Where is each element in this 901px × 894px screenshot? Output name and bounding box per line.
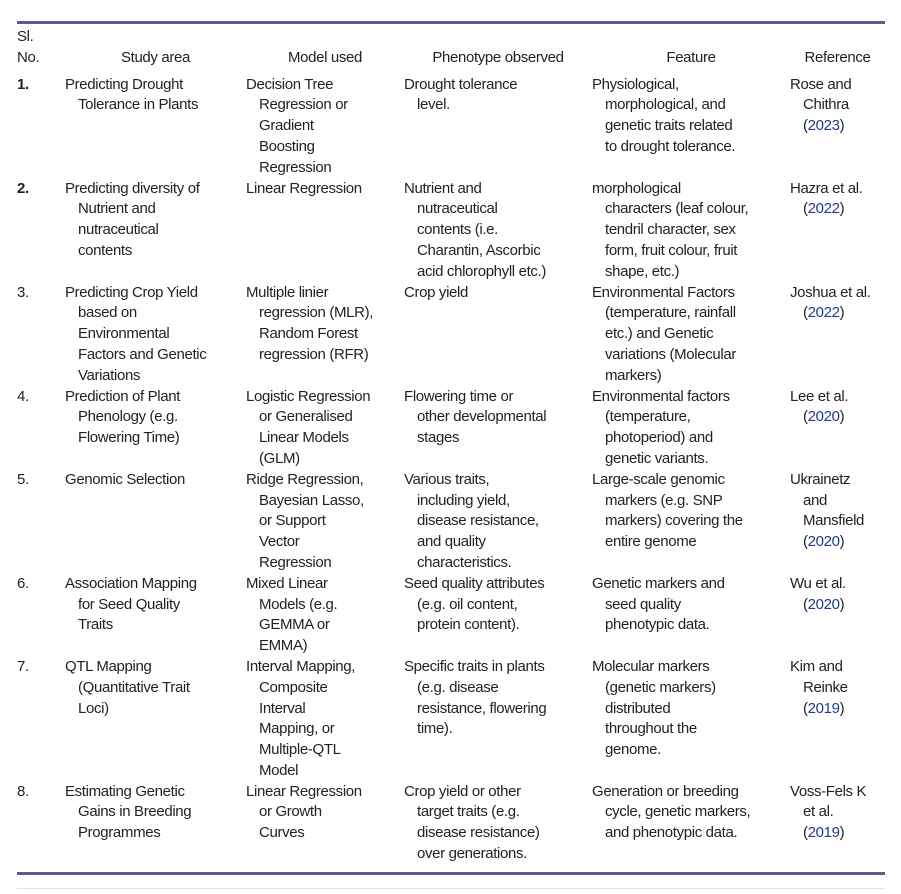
cell-study-area: Genomic Selection (65, 470, 185, 488)
cell-no: 5. (17, 470, 29, 488)
cell-phenotype: Various traits, including yield, disease… (404, 470, 539, 571)
bottom-rule (17, 872, 885, 875)
cell-no: 4. (17, 387, 29, 405)
reference-year-link[interactable]: 2020 (807, 595, 840, 613)
cell-phenotype: Flowering time or other developmental st… (404, 387, 547, 447)
cell-study-area: QTL Mapping (Quantitative Trait Loci) (65, 657, 190, 717)
cell-phenotype: Drought tolerance level. (404, 75, 518, 114)
reference-authors: Joshua et al. (790, 283, 871, 301)
reference-year-link[interactable]: 2019 (807, 824, 840, 842)
cell-reference: Ukrainetz and Mansfield (2020) (790, 470, 865, 551)
header-phenotype: Phenotype observed (432, 48, 564, 66)
cell-study-area: Predicting Drought Tolerance in Plants (65, 75, 199, 114)
cell-model: Multiple linier regression (MLR), Random… (246, 283, 374, 363)
table-row: 7. QTL Mapping (Quantitative Trait Loci)… (17, 657, 885, 782)
table-row: 8. Estimating Genetic Gains in Breeding … (17, 782, 885, 865)
cell-reference: Lee et al. (2020) (790, 387, 849, 426)
cell-phenotype: Crop yield (404, 283, 469, 301)
divider (17, 888, 885, 889)
header-sl-no: Sl. No. (17, 28, 40, 66)
reference-authors: Rose and Chithra (790, 75, 852, 114)
reference-authors: Voss-Fels K et al. (790, 782, 867, 821)
cell-feature: Physiological, morphological, and geneti… (592, 75, 736, 155)
cell-phenotype: Crop yield or other target traits (e.g. … (404, 782, 540, 863)
cell-feature: Large-scale genomic markers (e.g. SNP ma… (592, 470, 743, 551)
cell-feature: Generation or breeding cycle, genetic ma… (592, 782, 751, 842)
cell-model: Interval Mapping, Composite Interval Map… (246, 657, 356, 779)
cell-no: 3. (17, 283, 29, 301)
reference-authors: Hazra et al. (790, 179, 863, 197)
cell-phenotype: Specific traits in plants (e.g. disease … (404, 657, 547, 738)
study-table: Sl. No. Study area Model used Phenotype … (17, 27, 885, 865)
table-row: 6. Association Mapping for Seed Quality … (17, 574, 885, 657)
reference-year-link[interactable]: 2019 (807, 699, 840, 717)
header-reference: Reference (804, 48, 871, 66)
header-model-used: Model used (287, 48, 363, 66)
cell-model: Linear Regression or Growth Curves (246, 782, 362, 842)
cell-feature: Genetic markers and seed quality phenoty… (592, 574, 725, 634)
cell-feature: Environmental factors (temperature, phot… (592, 387, 730, 467)
cell-model: Logistic Regression or Generalised Linea… (246, 387, 371, 467)
reference-authors: Wu et al. (790, 574, 846, 592)
reference-year-link[interactable]: 2022 (807, 304, 840, 322)
table-row: 4. Prediction of Plant Phenology (e.g. F… (17, 387, 885, 470)
cell-reference: Hazra et al. (2022) (790, 179, 863, 218)
cell-reference: Kim and Reinke (2019) (790, 657, 848, 717)
reference-year-link[interactable]: 2020 (807, 533, 840, 551)
table-row: 2. Predicting diversity of Nutrient and … (17, 179, 885, 283)
cell-reference: Rose and Chithra (2023) (790, 75, 852, 135)
cell-no: 6. (17, 574, 29, 592)
cell-study-area: Estimating Genetic Gains in Breeding Pro… (65, 782, 192, 842)
cell-study-area: Association Mapping for Seed Quality Tra… (65, 574, 197, 634)
cell-feature: Molecular markers (genetic markers) dist… (592, 657, 716, 759)
cell-no: 1. (17, 75, 29, 93)
cell-study-area: Predicting diversity of Nutrient and nut… (65, 179, 200, 259)
header-study-area: Study area (120, 48, 191, 66)
cell-feature: Environmental Factors (temperature, rain… (592, 283, 737, 384)
cell-reference: Joshua et al. (2022) (790, 283, 871, 322)
cell-study-area: Prediction of Plant Phenology (e.g. Flow… (65, 387, 181, 447)
cell-feature: morphological characters (leaf colour, t… (592, 179, 749, 280)
reference-authors: Kim and Reinke (790, 657, 848, 696)
header-row: Sl. No. Study area Model used Phenotype … (17, 27, 885, 75)
reference-authors: Lee et al. (790, 387, 849, 405)
table-row: 5. Genomic Selection Ridge Regression, B… (17, 470, 885, 574)
cell-model: Decision Tree Regression or Gradient Boo… (246, 75, 348, 176)
reference-year-link[interactable]: 2020 (807, 408, 840, 426)
reference-authors: Ukrainetz and Mansfield (790, 470, 865, 530)
table-row: 3. Predicting Crop Yield based on Enviro… (17, 283, 885, 387)
reference-year-link[interactable]: 2022 (807, 200, 840, 218)
cell-study-area: Predicting Crop Yield based on Environme… (65, 283, 207, 384)
header-feature: Feature (666, 48, 716, 66)
cell-model: Ridge Regression, Bayesian Lasso, or Sup… (246, 470, 364, 571)
cell-reference: Voss-Fels K et al. (2019) (790, 782, 867, 842)
cell-phenotype: Seed quality attributes (e.g. oil conten… (404, 574, 545, 634)
table-row: 1. Predicting Drought Tolerance in Plant… (17, 75, 885, 179)
cell-no: 8. (17, 782, 29, 800)
top-rule (17, 21, 885, 24)
cell-no: 7. (17, 657, 29, 675)
cell-no: 2. (17, 179, 29, 197)
cell-model: Linear Regression (246, 179, 362, 197)
reference-year-link[interactable]: 2023 (807, 117, 840, 135)
cell-model: Mixed Linear Models (e.g. GEMMA or EMMA) (246, 574, 338, 655)
cell-phenotype: Nutrient and nutraceutical contents (i.e… (404, 179, 547, 280)
cell-reference: Wu et al. (2020) (790, 574, 846, 613)
